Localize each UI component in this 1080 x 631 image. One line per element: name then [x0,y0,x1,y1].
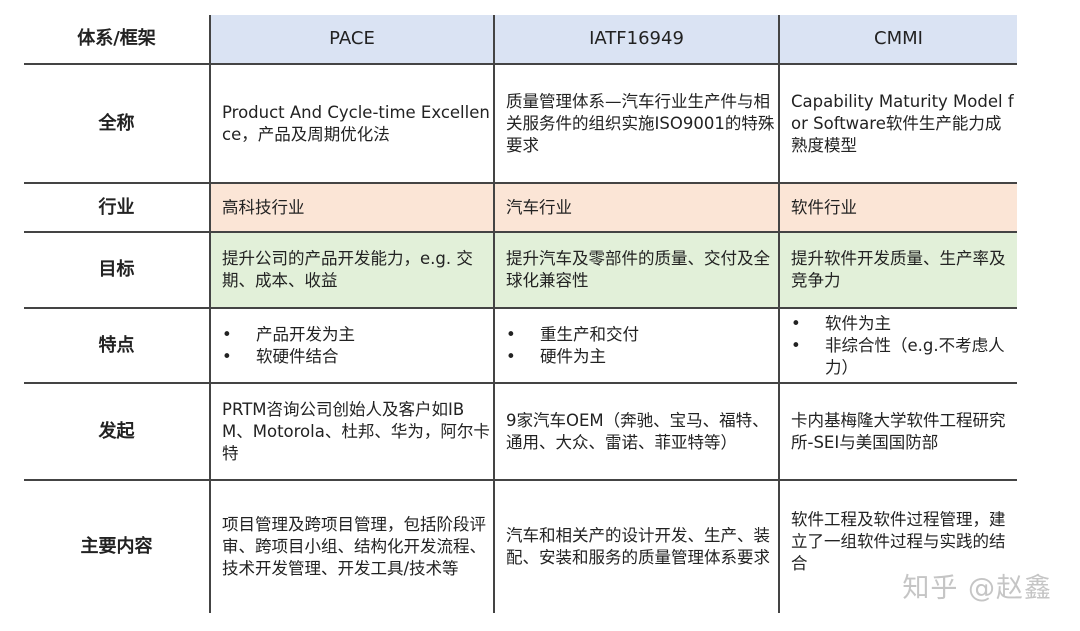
cell: 项目管理及跨项目管理，包括阶段评审、跨项目小组、结构化开发流程、技术开发管理、开… [210,480,495,613]
cell: 产品开发为主软硬件结合 [210,308,495,384]
bullet-item: 软件为主 [791,313,1017,335]
cell: 重生产和交付硬件为主 [494,308,780,384]
header-row: 体系/框架 PACE IATF16949 CMMI [24,15,1017,65]
table-row-main-content: 主要内容 项目管理及跨项目管理，包括阶段评审、跨项目小组、结构化开发流程、技术开… [24,480,1017,613]
cell: 软件行业 [779,183,1017,233]
cell: PRTM咨询公司创始人及客户如IBM、Motorola、杜邦、华为，阿尔卡特 [210,383,495,481]
cell: 提升软件开发质量、生产率及竞争力 [779,232,1017,309]
table-row-features: 特点 产品开发为主软硬件结合 重生产和交付硬件为主 软件为主非综合性（e.g.不… [24,308,1017,384]
cell: 软件工程及软件过程管理，建立了一组软件过程与实践的结合 [791,510,1006,573]
row-label: 特点 [24,308,211,384]
bullet-item: 非综合性（e.g.不考虑人力） [791,335,1017,379]
cell: Capability Maturity Model for Software软件… [779,64,1017,184]
row-label: 发起 [24,383,211,481]
cell: 高科技行业 [210,183,495,233]
cell: Product And Cycle-time Excellence，产品及周期优… [210,64,495,184]
row-label: 主要内容 [24,480,211,613]
cell: 软件为主非综合性（e.g.不考虑人力） [779,308,1017,384]
cell: 9家汽车OEM（奔驰、宝马、福特、通用、大众、雷诺、菲亚特等） [494,383,780,481]
table-row-goal: 目标 提升公司的产品开发能力，e.g. 交期、成本、收益 提升汽车及零部件的质量… [24,232,1017,309]
bullet-item: 软硬件结合 [222,346,493,368]
cell: 汽车和相关产的设计开发、生产、装配、安装和服务的质量管理体系要求 [494,480,780,613]
cell: 提升公司的产品开发能力，e.g. 交期、成本、收益 [210,232,495,309]
table-row-industry: 行业 高科技行业 汽车行业 软件行业 [24,183,1017,233]
row-label: 目标 [24,232,211,309]
cell: 提升汽车及零部件的质量、交付及全球化兼容性 [494,232,780,309]
cell: 卡内基梅隆大学软件工程研究所-SEI与美国国防部 [779,383,1017,481]
header-label: 体系/框架 [24,15,211,65]
cell: 质量管理体系—汽车行业生产件与相关服务件的组织实施ISO9001的特殊要求 [494,64,780,184]
cell: 汽车行业 [494,183,780,233]
framework-comparison-table: 体系/框架 PACE IATF16949 CMMI 全称 Product And… [24,15,1017,613]
row-label: 行业 [24,183,211,233]
bullet-item: 产品开发为主 [222,324,493,346]
column-header-cmmi: CMMI [779,15,1017,65]
row-label: 全称 [24,64,211,184]
table-row-initiator: 发起 PRTM咨询公司创始人及客户如IBM、Motorola、杜邦、华为，阿尔卡… [24,383,1017,481]
column-header-pace: PACE [210,15,495,65]
bullet-item: 重生产和交付 [506,324,778,346]
column-header-iatf16949: IATF16949 [494,15,780,65]
watermark: 知乎 @赵鑫 [902,573,1052,604]
bullet-item: 硬件为主 [506,346,778,368]
table-row-full-name: 全称 Product And Cycle-time Excellence，产品及… [24,64,1017,184]
